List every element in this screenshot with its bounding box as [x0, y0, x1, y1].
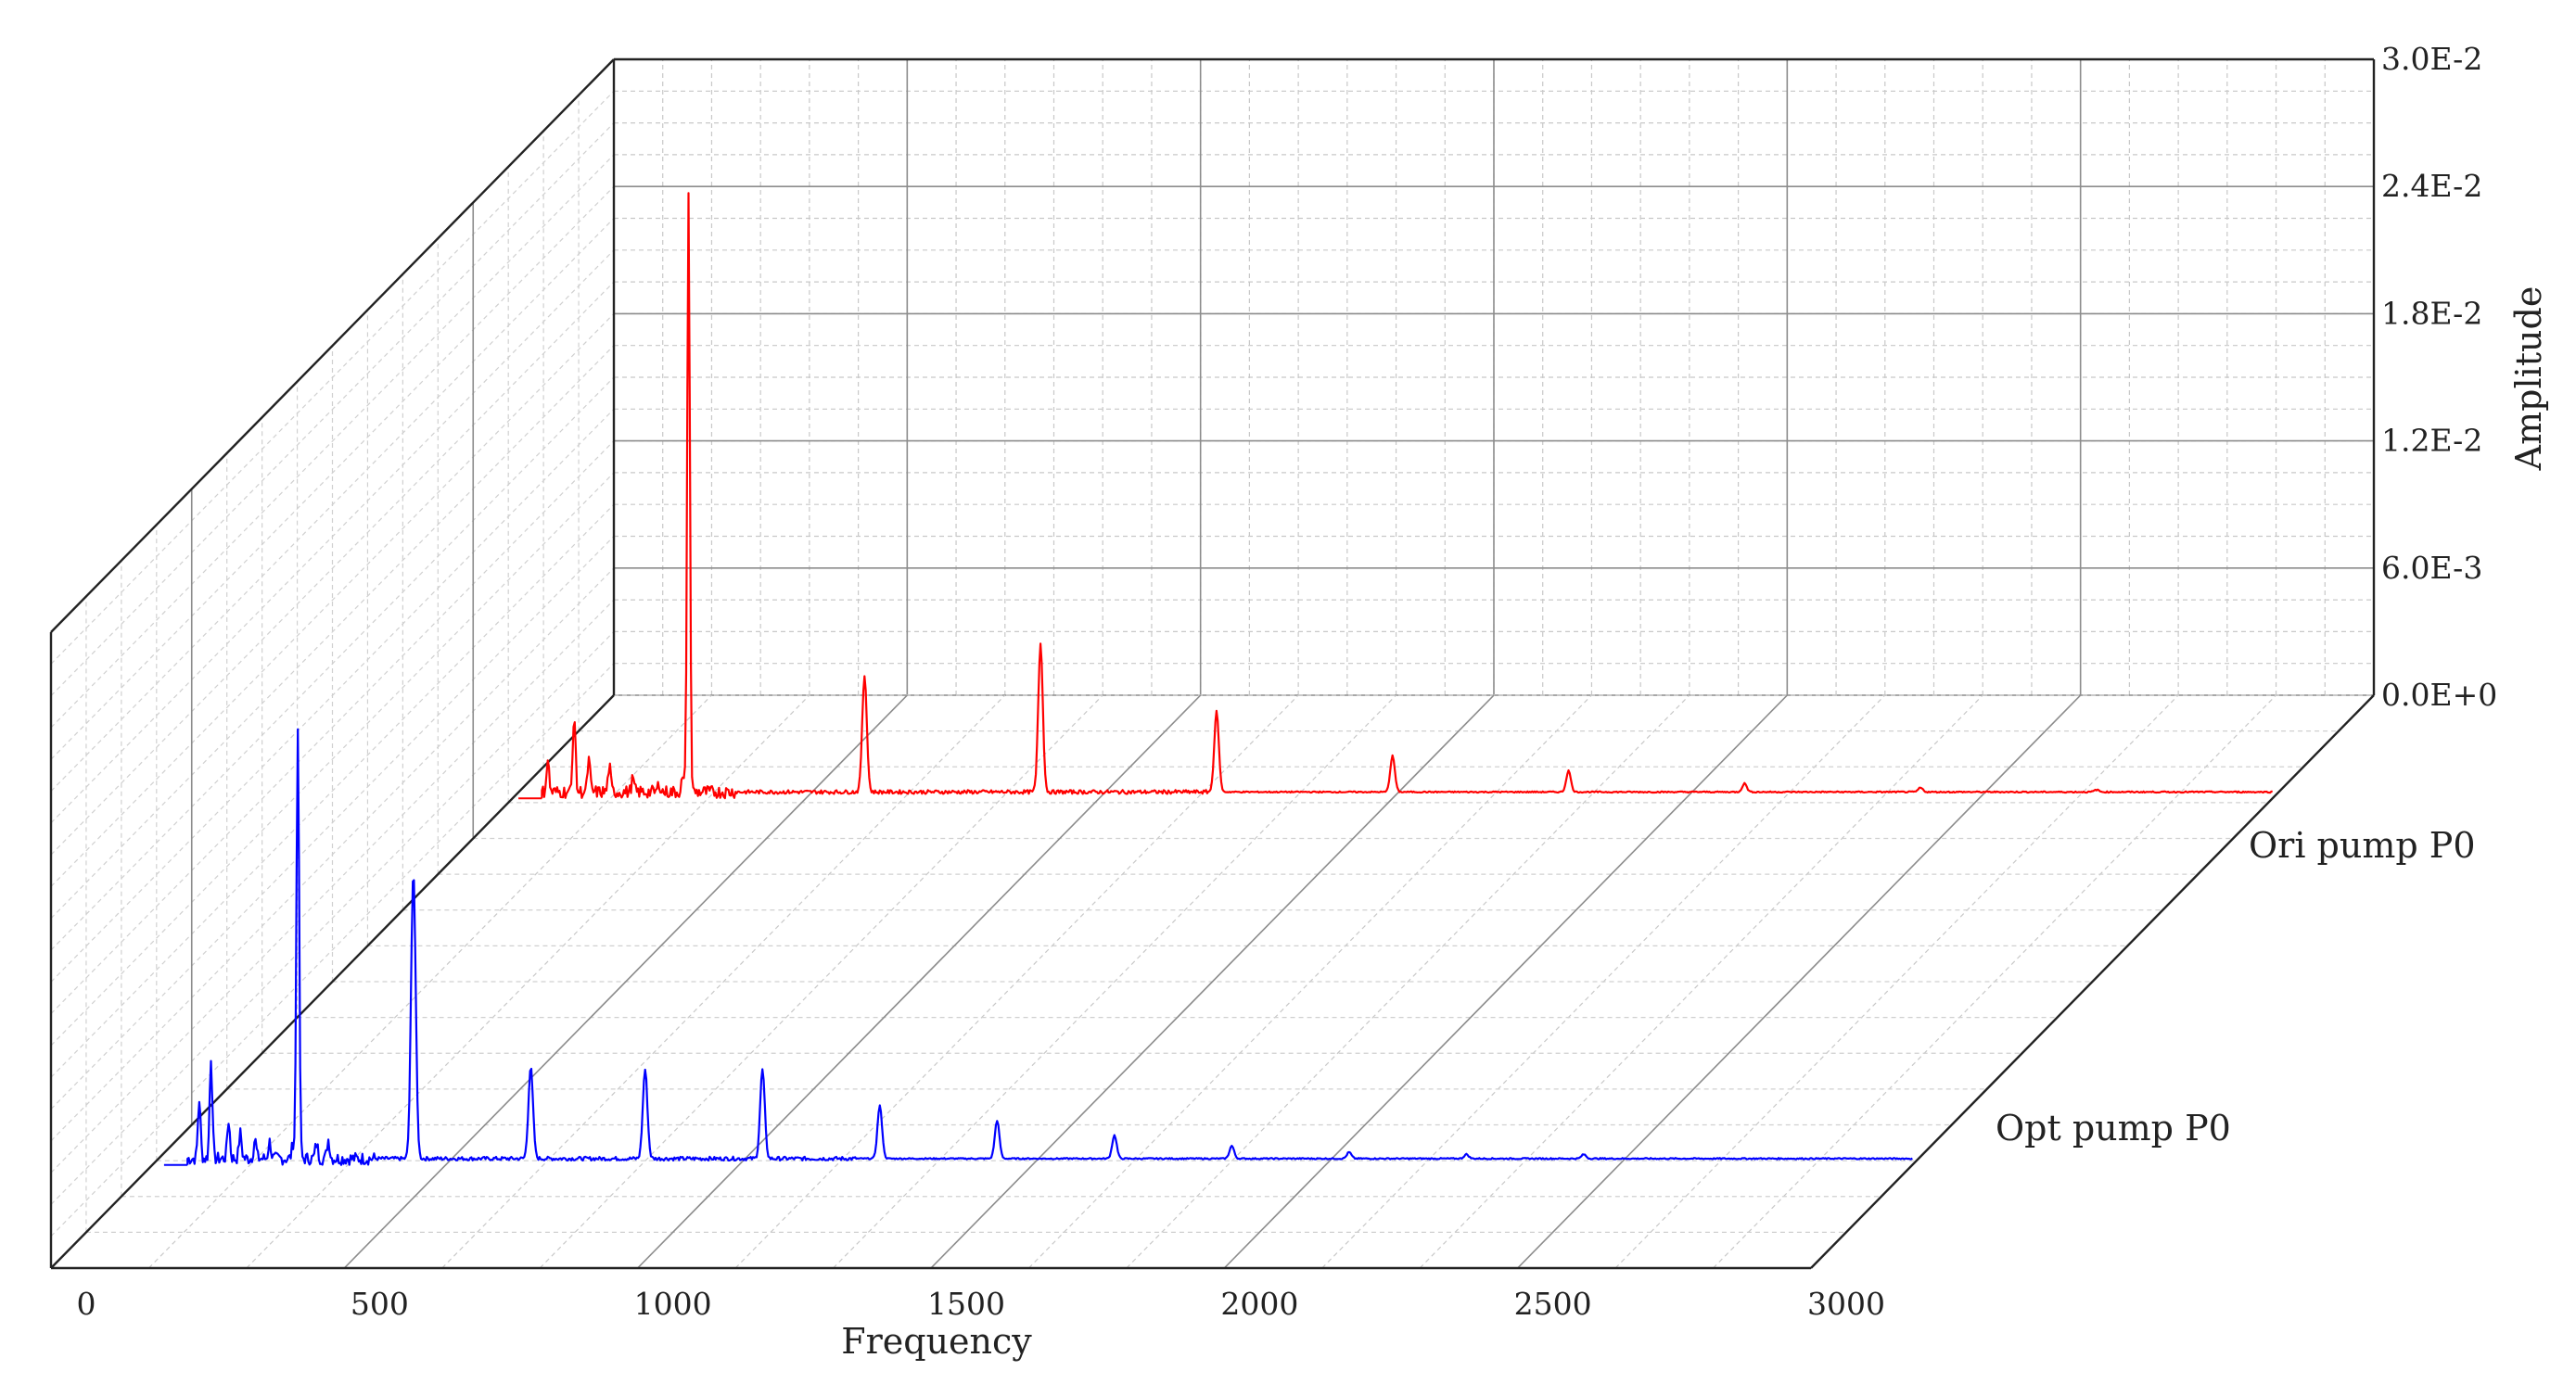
y-tick-label: 3.0E-2 — [2381, 41, 2482, 77]
y-axis-title: Amplitude — [2508, 286, 2549, 472]
side-wall-minor-diag — [50, 345, 615, 920]
y-tick-label: 0.0E+0 — [2381, 677, 2497, 713]
x-tick-label: 500 — [351, 1286, 409, 1322]
y-tick-label: 2.4E-2 — [2381, 168, 2482, 204]
floor-major-diag — [930, 694, 1495, 1269]
side-wall-minor-diag — [50, 249, 615, 824]
x-tick-label: 2500 — [1514, 1286, 1592, 1322]
floor-minor-diag — [148, 694, 712, 1269]
side-wall-minor-diag — [50, 472, 615, 1047]
y-tick-label: 1.8E-2 — [2381, 295, 2482, 331]
x-axis-title: Frequency — [841, 1321, 1032, 1362]
side-wall-minor-diag — [50, 567, 615, 1142]
side-wall-minor-diag — [50, 408, 615, 983]
side-wall-minor-diag — [50, 312, 615, 887]
series-label-opt: Opt pump P0 — [1996, 1108, 2231, 1149]
x-tick-label: 3000 — [1807, 1286, 1885, 1322]
side-wall-minor-diag — [50, 663, 615, 1237]
side-wall-minor-diag — [50, 599, 615, 1174]
series-layer — [163, 192, 2273, 1166]
side-wall-minor-diag — [50, 154, 615, 729]
side-wall-minor-diag — [50, 630, 615, 1205]
series-label-ori: Ori pump P0 — [2249, 825, 2476, 866]
frame-left-floor-diag — [50, 694, 615, 1269]
side-wall-minor-diag — [50, 536, 615, 1110]
side-wall-minor-diag — [50, 185, 615, 760]
side-wall-minor-diag — [50, 90, 615, 665]
side-wall-minor-diag — [50, 440, 615, 1015]
grid-layer — [50, 58, 2375, 1269]
frame-top-left-diag — [50, 58, 615, 633]
axes-layer — [49, 57, 2376, 1270]
side-wall-minor-diag — [50, 503, 615, 1078]
x-tick-label: 0 — [77, 1286, 96, 1322]
side-wall-minor-diag — [50, 376, 615, 951]
frame-right-floor-diag — [1810, 694, 2375, 1269]
series-line-0 — [186, 728, 1913, 1166]
side-wall-minor-diag — [50, 122, 615, 697]
floor-minor-diag — [833, 694, 1396, 1269]
x-tick-label: 2000 — [1220, 1286, 1298, 1322]
y-tick-label: 6.0E-3 — [2381, 550, 2482, 586]
series-line-1 — [541, 192, 2273, 800]
y-tick-label: 1.2E-2 — [2381, 423, 2482, 459]
side-wall-minor-diag — [50, 281, 615, 856]
x-tick-label: 1000 — [634, 1286, 712, 1322]
floor-major-diag — [637, 694, 1202, 1269]
text-layer: Frequency Amplitude Opt pump P0 Ori pump… — [77, 41, 2550, 1362]
side-wall-minor-diag — [50, 218, 615, 792]
x-tick-label: 1500 — [927, 1286, 1005, 1322]
